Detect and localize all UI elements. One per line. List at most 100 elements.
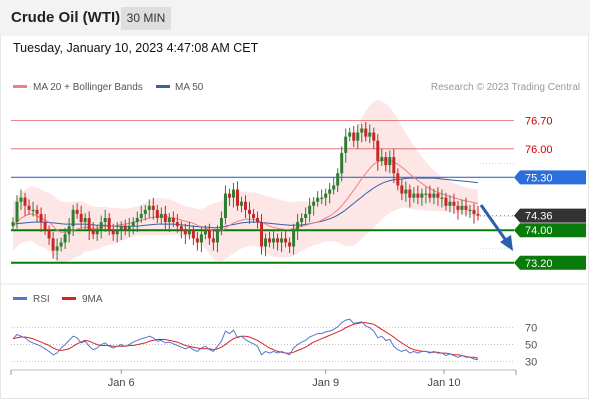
- candle-body: [432, 193, 436, 198]
- candle: [59, 237, 63, 252]
- candle-body: [171, 218, 175, 223]
- candle-body: [135, 218, 139, 223]
- candle: [424, 187, 428, 204]
- x-axis: Jan 6 Jan 9 Jan 10: [10, 370, 517, 389]
- candle: [39, 207, 43, 232]
- level-label-73.20: 73.20: [525, 258, 553, 270]
- candle: [95, 225, 99, 241]
- candle-body: [352, 132, 356, 141]
- candle: [408, 184, 412, 208]
- candle-body: [416, 193, 420, 198]
- ma20-legend-swatch: [13, 85, 27, 88]
- candle-body: [296, 222, 300, 231]
- candle-body: [119, 226, 123, 231]
- candle-body: [235, 189, 239, 206]
- candle-body: [103, 218, 107, 223]
- rsi-legend-label: RSI: [33, 294, 50, 305]
- candle-body: [131, 222, 135, 227]
- candle: [388, 150, 392, 174]
- candle: [300, 213, 304, 227]
- candle-body: [388, 156, 392, 166]
- candle-body: [400, 185, 404, 194]
- candle: [312, 196, 316, 216]
- timeframe-button[interactable]: 30 MIN: [121, 7, 171, 30]
- candle-body: [207, 230, 211, 239]
- candle-body: [167, 218, 171, 223]
- rsi-panel: 70 50 30: [11, 318, 537, 369]
- candle: [51, 231, 55, 259]
- candle-body: [199, 234, 203, 243]
- candle: [456, 200, 460, 220]
- candle-body: [252, 213, 256, 219]
- candle: [179, 221, 183, 239]
- candle-body: [187, 230, 191, 235]
- candle-body: [436, 193, 440, 198]
- candle-body: [55, 246, 59, 251]
- candle-body: [408, 189, 412, 198]
- candle-body: [155, 209, 159, 219]
- candle: [227, 188, 231, 206]
- candle-body: [440, 197, 444, 199]
- candle-body: [127, 226, 131, 231]
- candle: [127, 218, 131, 237]
- candle: [43, 213, 47, 236]
- candle: [244, 195, 247, 219]
- candle: [440, 189, 444, 208]
- ma50-legend-label: MA 50: [175, 82, 204, 93]
- rsi-line: [12, 318, 479, 361]
- candle: [460, 199, 464, 215]
- candle-body: [91, 230, 95, 235]
- candle-body: [231, 189, 235, 198]
- candle: [404, 181, 408, 202]
- candle: [115, 222, 119, 243]
- candle-body: [356, 132, 360, 141]
- candle-body: [364, 128, 368, 137]
- candle-body: [476, 213, 480, 216]
- candle: [444, 192, 448, 211]
- candle-body: [288, 242, 292, 247]
- level-label-75.30: 75.30: [525, 172, 553, 184]
- candle: [272, 230, 276, 249]
- candle-body: [308, 205, 312, 214]
- candle: [83, 213, 87, 231]
- candle: [239, 196, 243, 213]
- candle-body: [328, 189, 332, 194]
- candle-body: [215, 230, 219, 243]
- candle-body: [227, 193, 231, 198]
- instrument-title: Crude Oil (WTI): [11, 9, 121, 26]
- candle-body: [71, 209, 75, 227]
- candle: [292, 223, 296, 255]
- candle: [344, 128, 348, 163]
- candle: [155, 205, 159, 223]
- candle: [175, 213, 179, 233]
- candle-body: [143, 209, 147, 214]
- candle: [215, 225, 219, 253]
- forecast-arrow: [479, 204, 513, 251]
- candle-body: [99, 222, 103, 231]
- rsi-ma-legend-label: 9MA: [82, 294, 103, 305]
- candle: [187, 222, 191, 240]
- candle-body: [372, 132, 376, 141]
- candle: [380, 148, 384, 166]
- rsi-tick-label: 30: [525, 357, 537, 369]
- candle-body: [456, 205, 460, 210]
- candle-body: [380, 156, 384, 162]
- candle-body: [472, 209, 476, 214]
- level-label-box: [514, 170, 586, 185]
- candle-body: [448, 201, 452, 206]
- candle: [288, 237, 292, 254]
- candle: [464, 197, 468, 217]
- candles-layer: [11, 121, 480, 261]
- candle-body: [95, 230, 99, 235]
- candle: [19, 189, 23, 210]
- candle: [135, 211, 139, 232]
- candle-body: [11, 222, 15, 227]
- candle-body: [332, 185, 336, 190]
- candle-body: [87, 218, 91, 231]
- candle: [35, 205, 39, 223]
- rsi-ma-legend-swatch: [62, 297, 76, 300]
- candle: [107, 213, 111, 236]
- candle-body: [151, 205, 155, 210]
- level-label-box: [514, 255, 586, 270]
- candle: [235, 181, 239, 211]
